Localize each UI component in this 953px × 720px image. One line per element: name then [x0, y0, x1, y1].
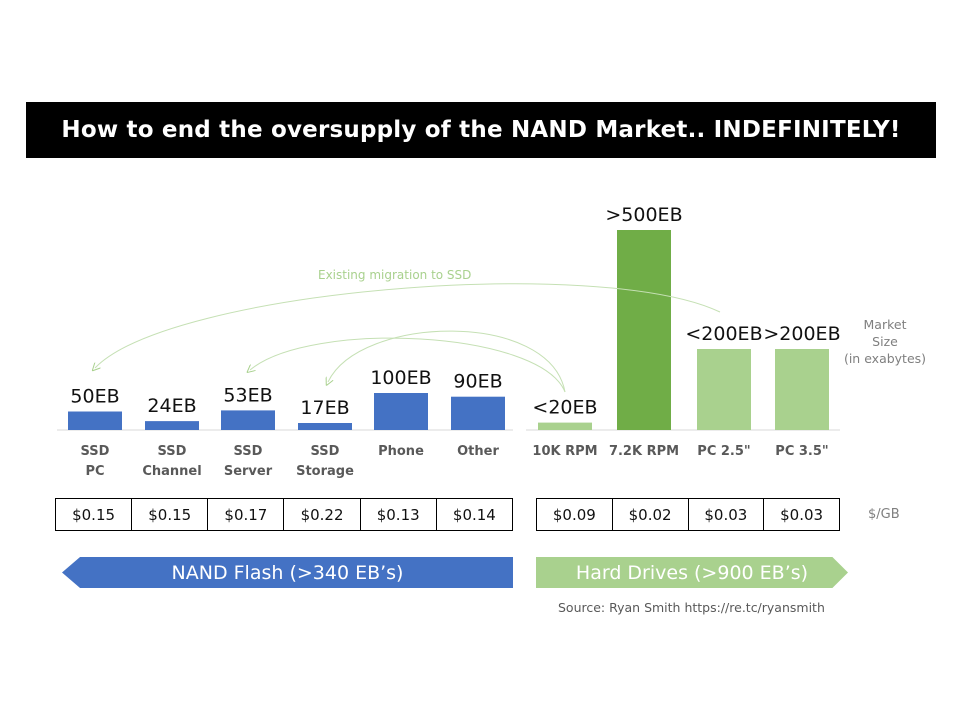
- bar: [145, 421, 199, 430]
- bar: [298, 423, 352, 430]
- price-cell: $0.02: [611, 498, 689, 531]
- migration-arc-server: [250, 337, 566, 393]
- bar-value-label: 53EB: [223, 384, 272, 406]
- category-label: 10K RPM: [532, 444, 597, 459]
- category-label: Channel: [142, 464, 201, 479]
- market-size-line: (in exabytes): [843, 351, 927, 366]
- bar-value-label: >500EB: [605, 204, 682, 226]
- bar-value-label: <200EB: [685, 323, 762, 345]
- bar-value-label: 17EB: [300, 397, 349, 419]
- market-size-line: Market: [863, 317, 907, 332]
- category-label: SSD: [311, 444, 340, 459]
- nand-flash-banner: NAND Flash (>340 EB’s): [62, 557, 513, 588]
- price-cell: $0.14: [435, 498, 514, 531]
- migration-arc-pc: [95, 283, 721, 368]
- category-label: Other: [457, 444, 499, 459]
- bar-value-label: 24EB: [147, 395, 196, 417]
- bar-value-label: 50EB: [70, 386, 119, 408]
- bar: [451, 396, 505, 430]
- nand-banner-text: NAND Flash (>340 EB’s): [171, 561, 404, 584]
- category-label: SSD: [234, 444, 263, 459]
- migration-arc-storage: [328, 330, 566, 393]
- price-cell: $0.22: [283, 498, 361, 531]
- category-label: PC: [85, 464, 104, 479]
- bar: [221, 410, 275, 430]
- bar-value-label: 100EB: [370, 367, 431, 389]
- price-cell: $0.09: [536, 498, 613, 531]
- bar-value-label: >200EB: [763, 323, 840, 345]
- price-cell: $0.13: [359, 498, 437, 531]
- bar: [697, 349, 751, 430]
- market-size-line: Size: [872, 334, 898, 349]
- category-label: PC 2.5": [697, 444, 750, 459]
- category-label: 7.2K RPM: [609, 444, 679, 459]
- price-cell: $0.17: [207, 498, 285, 531]
- bar: [617, 230, 671, 430]
- hdd-price-table: $0.09 $0.02 $0.03 $0.03: [536, 498, 840, 531]
- bar: [68, 411, 122, 430]
- bar: [538, 422, 592, 430]
- category-label: Phone: [378, 444, 424, 459]
- nand-price-table: $0.15 $0.15 $0.17 $0.22 $0.13 $0.14: [54, 498, 514, 531]
- hdd-banner-text: Hard Drives (>900 EB’s): [575, 561, 809, 584]
- category-label: Storage: [296, 464, 354, 479]
- page-title: How to end the oversupply of the NAND Ma…: [61, 117, 901, 143]
- price-cell: $0.03: [687, 498, 765, 531]
- price-cell: $0.03: [763, 498, 840, 531]
- migration-label: Existing migration to SSD: [318, 268, 472, 282]
- bar-value-label: 90EB: [453, 371, 502, 393]
- price-cell: $0.15: [131, 498, 209, 531]
- category-label: SSD: [81, 444, 110, 459]
- category-label: Server: [224, 464, 273, 479]
- title-bar: How to end the oversupply of the NAND Ma…: [26, 102, 936, 158]
- bar: [775, 349, 829, 430]
- bar: [374, 393, 428, 430]
- source-credit: Source: Ryan Smith https://re.tc/ryansmi…: [558, 600, 825, 615]
- category-label: PC 3.5": [775, 444, 828, 459]
- bar-value-label: <20EB: [532, 397, 597, 419]
- market-size-label: Market Size (in exabytes): [842, 316, 928, 367]
- price-cell: $0.15: [54, 498, 133, 531]
- hard-drives-banner: Hard Drives (>900 EB’s): [536, 557, 848, 588]
- category-label: SSD: [158, 444, 187, 459]
- per-gb-label: $/GB: [868, 507, 900, 522]
